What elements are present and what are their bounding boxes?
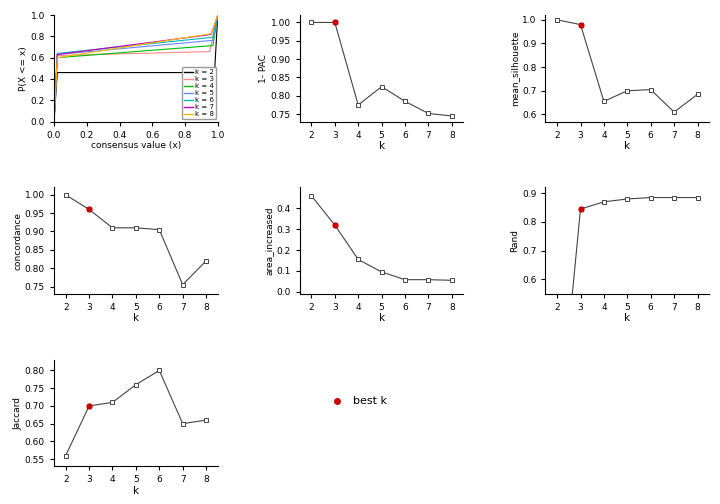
Legend: best k: best k bbox=[322, 392, 391, 411]
Y-axis label: mean_silhouette: mean_silhouette bbox=[510, 31, 519, 106]
Y-axis label: Jaccard: Jaccard bbox=[13, 397, 22, 429]
X-axis label: k: k bbox=[132, 486, 139, 495]
X-axis label: k: k bbox=[379, 141, 384, 151]
Y-axis label: concordance: concordance bbox=[13, 212, 22, 270]
X-axis label: k: k bbox=[624, 313, 631, 323]
X-axis label: k: k bbox=[624, 141, 631, 151]
X-axis label: k: k bbox=[132, 313, 139, 323]
Legend: k = 2, k = 3, k = 4, k = 5, k = 6, k = 7, k = 8: k = 2, k = 3, k = 4, k = 5, k = 6, k = 7… bbox=[182, 67, 216, 119]
Y-axis label: P(X <= x): P(X <= x) bbox=[19, 46, 28, 91]
Y-axis label: Rand: Rand bbox=[510, 229, 519, 252]
Y-axis label: area_increased: area_increased bbox=[264, 206, 274, 275]
X-axis label: consensus value (x): consensus value (x) bbox=[91, 141, 181, 150]
X-axis label: k: k bbox=[379, 313, 384, 323]
Y-axis label: 1- PAC: 1- PAC bbox=[258, 54, 268, 83]
